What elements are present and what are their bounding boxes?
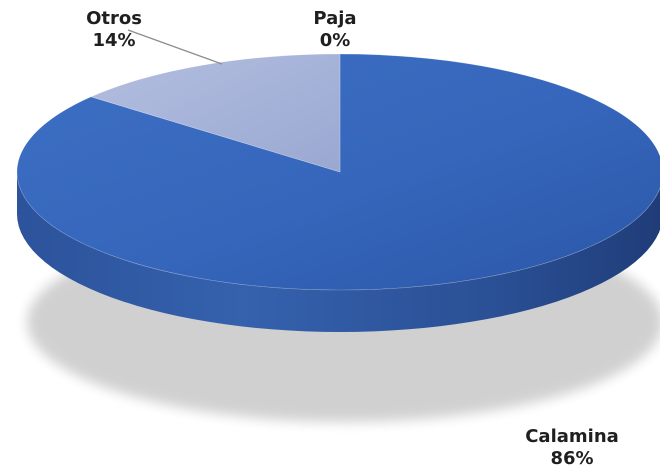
slice-label-paja: Paja 0% [300,8,370,52]
slice-label-otros-value: 14% [92,30,136,51]
slice-label-paja-name: Paja [313,8,357,29]
slice-side-calamina [17,172,660,332]
slice-otros [90,53,341,173]
slice-label-paja-value: 0% [319,30,351,51]
slice-calamina [16,53,660,291]
slice-label-calamina-value: 86% [550,448,594,469]
slice-label-calamina: Calamina 86% [512,426,632,470]
leader-line-otros [127,29,223,65]
slice-label-otros-name: Otros [86,8,142,29]
slice-label-calamina-name: Calamina [525,426,619,447]
slice-label-otros: Otros 14% [74,8,154,52]
